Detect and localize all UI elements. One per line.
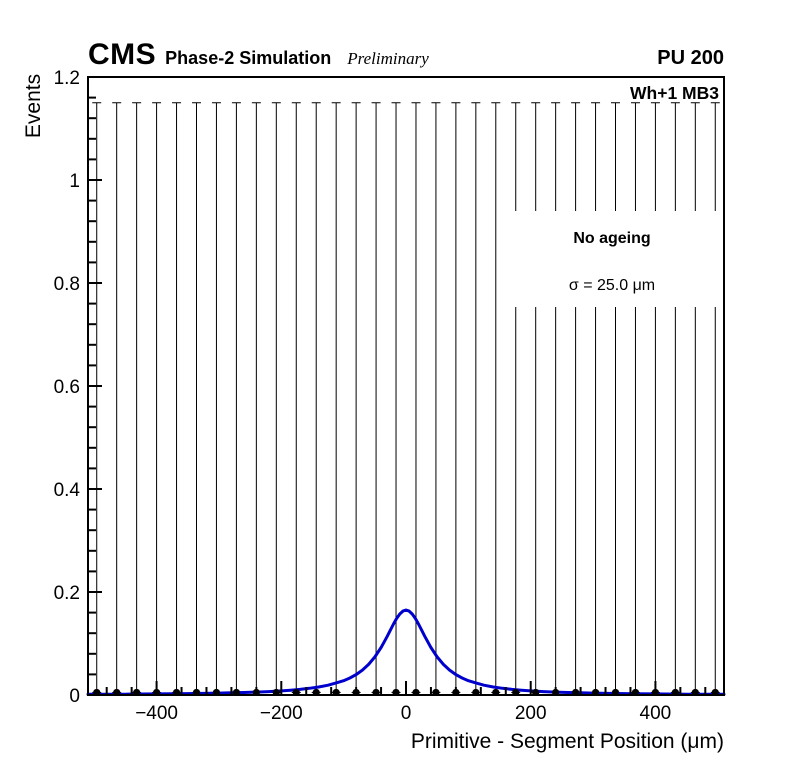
svg-text:−200: −200 [260,703,303,724]
annotation-ageing: No ageing [573,230,650,247]
svg-text:0.2: 0.2 [54,583,80,604]
annotation-box [503,211,721,307]
svg-text:1.2: 1.2 [54,68,80,89]
svg-text:0.8: 0.8 [54,274,80,295]
plot-header: CMS Phase-2 Simulation Preliminary PU 20… [88,38,724,72]
svg-text:0: 0 [401,703,412,724]
svg-text:−400: −400 [135,703,178,724]
svg-text:0.4: 0.4 [54,480,81,501]
region-label: Wh+1 MB3 [630,83,719,103]
fit-curve [86,608,726,696]
pileup-label: PU 200 [657,47,724,69]
plot-frame [87,76,725,696]
x-axis-title: Primitive - Segment Position (μm) [410,730,724,753]
svg-text:400: 400 [640,703,672,724]
svg-text:0.6: 0.6 [54,377,80,398]
annotation-sigma: σ = 25.0 μm [569,277,655,294]
svg-text:0: 0 [69,686,80,707]
y-tick-labels: 0 0.2 0.4 0.6 0.8 1 1.2 [54,68,81,707]
preliminary-label: Preliminary [347,49,429,68]
svg-text:200: 200 [515,703,547,724]
campaign-label: Phase-2 Simulation [165,48,332,68]
cms-label: CMS [88,38,157,71]
x-tick-labels: −400 −200 0 200 400 [135,703,671,724]
axis-ticks [88,76,707,696]
error-bars [92,102,720,693]
svg-text:1: 1 [69,171,80,192]
